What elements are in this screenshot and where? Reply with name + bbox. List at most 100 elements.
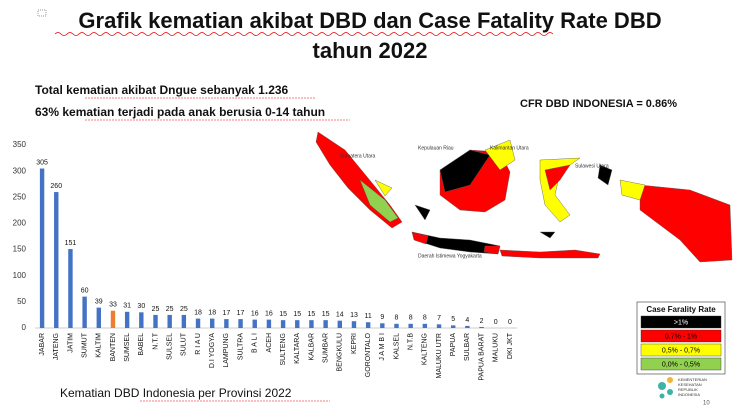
bar	[39, 168, 45, 328]
logo-dot	[667, 389, 673, 395]
island	[484, 139, 516, 171]
legend-swatch	[640, 315, 722, 329]
value-label: 15	[279, 311, 287, 318]
title-line: tahun 2022	[313, 38, 428, 63]
map-label: Daerah Istimewa Yogyakarta	[418, 253, 482, 259]
island	[411, 231, 429, 245]
title-line: Grafik kematian akibat DBD dan Case Fata…	[78, 8, 661, 33]
bar	[139, 312, 144, 328]
x-tick-label: SULSEL	[167, 333, 174, 360]
map-label: Kalimantan Utara	[490, 145, 529, 151]
island	[499, 249, 601, 259]
x-tick-label: SULUT	[181, 332, 188, 356]
x-tick-label: JABAR	[39, 333, 46, 356]
x-tick-label: SUMSEL	[124, 333, 131, 362]
bar	[252, 319, 257, 328]
logo-text: INDONESIA	[678, 392, 700, 397]
value-label: 0	[494, 319, 498, 326]
x-tick-label: N.T.B	[408, 333, 415, 350]
note: 63% kematian terjadi pada anak berusia 0…	[35, 105, 325, 119]
x-tick-label: KALSEL	[393, 333, 400, 360]
x-tick-label: SULTRA	[237, 333, 244, 360]
legend-label: >1%	[674, 319, 688, 326]
spell-underline	[85, 97, 350, 121]
map-legend: Case Farality Rate >1% 0,7% - 1% 0,5% - 0,…	[636, 301, 726, 375]
logo: KEMENTERIAN KESEHATAN REPUBLIK INDONESIA	[658, 377, 707, 399]
value-label: 11	[365, 313, 372, 320]
bar	[54, 192, 59, 328]
value-label: 14	[336, 312, 344, 319]
legend-swatch	[640, 343, 722, 357]
value-label: 60	[81, 287, 89, 294]
x-tick-label: J A M B I	[379, 333, 386, 361]
island	[483, 245, 501, 255]
bar	[422, 323, 428, 328]
value-label: 15	[293, 311, 301, 318]
value-label: 0	[508, 319, 512, 326]
value-label: 15	[308, 311, 316, 318]
x-tick-label: KALTARA	[294, 333, 301, 364]
x-tick-label: PAPUA BARAT	[478, 332, 485, 380]
cfr-text: CFR DBD INDONESIA = 0.86%	[520, 98, 677, 110]
bar	[365, 322, 371, 328]
bar	[124, 311, 130, 328]
legend-swatch	[640, 329, 722, 343]
logo-dot	[659, 393, 665, 399]
y-tick-label: 100	[13, 271, 27, 280]
bar	[351, 321, 357, 328]
x-tick-label: BABEL	[138, 333, 145, 356]
bar	[110, 310, 116, 328]
legend-swatch	[640, 357, 722, 371]
placeholder	[37, 9, 47, 17]
value-label: 25	[166, 306, 174, 313]
value-label: 260	[50, 183, 62, 190]
value-label: 18	[208, 309, 216, 316]
map-label: Kepulauan Riau	[418, 145, 454, 151]
bar	[280, 320, 286, 328]
x-tick-label: SUMBAR	[322, 333, 329, 363]
bar	[167, 314, 172, 328]
bar	[195, 318, 201, 328]
logo-text: REPUBLIK	[678, 387, 698, 392]
caption: Kematian DBD Indonesia per Provinsi 2022	[60, 386, 292, 400]
value-label: 7	[437, 315, 441, 322]
value-label: 4	[465, 317, 469, 324]
logo-dot	[667, 377, 673, 383]
value-label: 305	[36, 159, 48, 166]
value-label: 39	[95, 298, 103, 305]
x-tick-label: PAPUA	[450, 333, 457, 357]
island	[374, 179, 393, 197]
bar	[465, 325, 470, 328]
bar	[181, 314, 187, 328]
island	[619, 179, 646, 201]
value-label: 13	[350, 312, 358, 319]
y-tick-label: 250	[13, 192, 27, 201]
value-label: 30	[137, 303, 145, 310]
bar	[210, 318, 215, 328]
x-tick-label: B A L I	[252, 333, 259, 353]
x-tick-label: ACEH	[266, 333, 273, 352]
value-label: 16	[265, 310, 273, 317]
legend-label: 0,7% - 1%	[665, 333, 697, 340]
island	[439, 149, 491, 193]
x-tick-label: BENGKULU	[337, 333, 344, 372]
value-label: 17	[237, 310, 245, 317]
value-label: 9	[380, 314, 384, 321]
y-tick-label: 0	[22, 323, 27, 332]
value-label: 2	[480, 318, 484, 325]
value-label: 15	[322, 311, 330, 318]
x-tick-label: KALBAR	[308, 333, 315, 361]
bar	[394, 323, 399, 328]
x-tick-label: N.T.T	[152, 332, 159, 349]
x-tick-label: JATIM	[67, 333, 74, 353]
bar	[295, 320, 300, 328]
island	[597, 164, 613, 186]
value-label: 17	[222, 310, 230, 317]
bar	[451, 325, 456, 328]
bar	[337, 320, 342, 328]
y-tick-label: 300	[13, 166, 27, 175]
island	[544, 164, 571, 191]
y-tick-label: 150	[13, 245, 27, 254]
x-tick-label: DKI JKT	[507, 332, 514, 359]
